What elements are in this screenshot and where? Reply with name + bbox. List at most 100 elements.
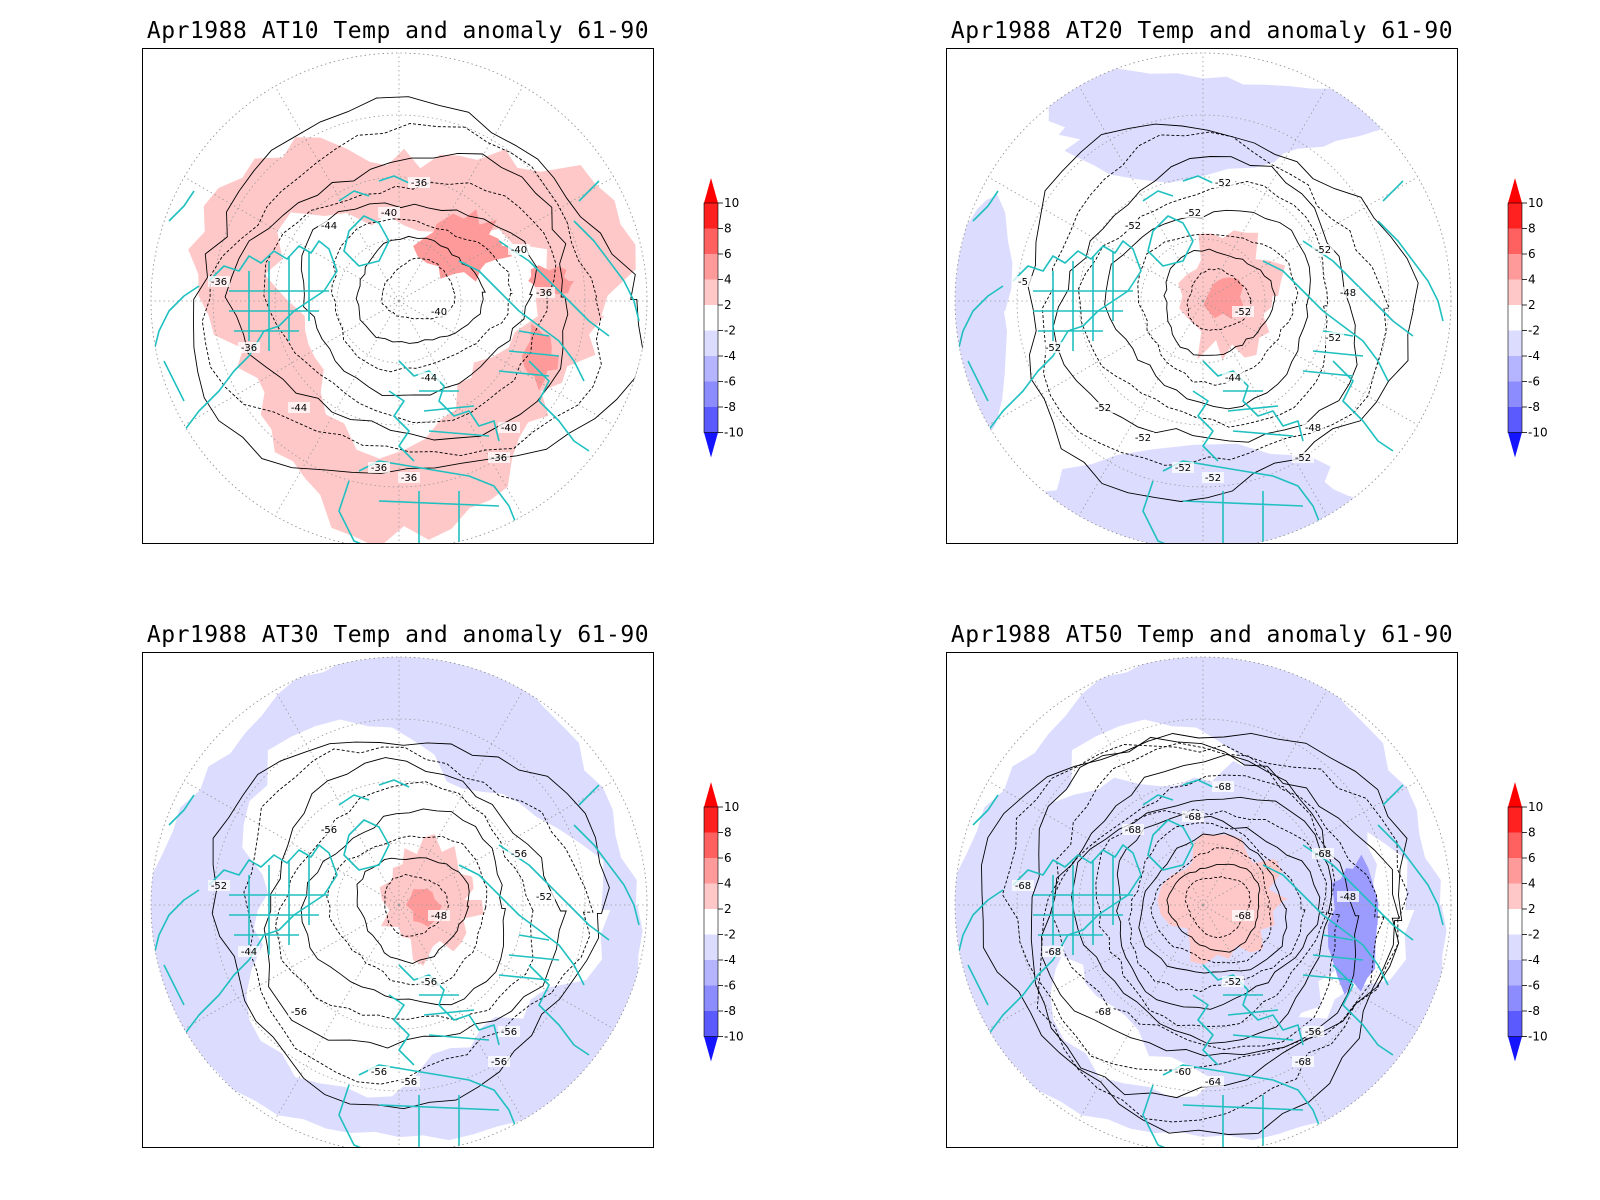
label-bg <box>1042 946 1064 957</box>
label-bg <box>533 891 555 902</box>
contour-label: -68 <box>1095 1007 1111 1018</box>
map-frame: -52 -52 -5 -52 -52 -48 -44 -48 -52 -52 -52 -52 -52 -5… <box>946 48 1458 544</box>
colorbar-outline <box>703 806 719 1037</box>
coastline <box>573 220 640 322</box>
contour-line <box>1002 744 1409 1123</box>
contour-line <box>193 96 644 474</box>
colorbar-segment <box>704 228 718 254</box>
colorbar-legend: 10 8 6 4 2 -2 -4 -6 -8 -10 <box>1507 178 1548 458</box>
contour-labels: -52 -52 -5 -52 -52 -48 -44 -48 -52 -52 -52 -52 -52 -5… <box>1012 177 1359 484</box>
contour-label: -44 <box>1225 373 1241 384</box>
contour-line <box>1138 832 1288 974</box>
meridian-line <box>184 176 400 302</box>
contour-label: -68 <box>1185 812 1201 823</box>
coastlines <box>153 175 640 543</box>
anomaly-region <box>1157 833 1289 965</box>
graticule <box>151 657 647 1147</box>
contour-line <box>1163 248 1276 356</box>
contour-label: -40 <box>511 245 527 256</box>
contour-label: -52 <box>211 881 227 892</box>
colorbar-top-arrow <box>1508 782 1522 807</box>
meridian-line <box>1202 904 1418 1030</box>
coastline <box>1142 175 1214 202</box>
contour-label: -36 <box>211 277 227 288</box>
colorbar-segment <box>704 330 718 356</box>
coastline <box>1147 819 1194 871</box>
label-bg <box>1212 781 1234 792</box>
colorbar-legend: 10 8 6 4 2 -2 -4 -6 -8 -10 <box>703 782 744 1062</box>
colorbar-bottom-arrow <box>1508 1036 1522 1062</box>
colorbar-tick-label: 2 <box>1528 902 1536 916</box>
colorbar-tick-label: 6 <box>724 247 732 261</box>
map-boundary <box>150 52 648 543</box>
contour-line <box>981 732 1408 1135</box>
coastline <box>1142 779 1214 806</box>
colorbar-tick-label: -4 <box>1528 953 1540 967</box>
contour-label: -52 <box>1135 433 1151 444</box>
label-bg <box>368 462 390 473</box>
map-content: -44 -40 -36 -36 -40 -36 -44 -40 -36 -36 -44 -36 -36 -… <box>151 53 647 543</box>
label-bg <box>533 287 555 298</box>
colorbar-segment <box>1508 985 1522 1011</box>
meridian-line <box>398 690 524 906</box>
contour-line <box>1184 876 1252 939</box>
colorbar-top-arrow <box>704 782 718 807</box>
label-bg <box>1312 848 1334 859</box>
contour-label: -48 <box>1305 423 1321 434</box>
graticule <box>955 53 1451 543</box>
coastline <box>153 889 200 956</box>
coastline <box>967 190 999 402</box>
coastline <box>528 360 590 452</box>
contour-label: -52 <box>1235 307 1251 318</box>
label-bg <box>1172 462 1194 473</box>
map-frame: -56 -56 -52 -44 -48 -52 -56 -56 -56 -56 -56 -56 <box>142 652 654 1148</box>
colorbar-segment <box>1508 832 1522 858</box>
colorbar-tick-label: 10 <box>724 196 739 210</box>
anomaly-region <box>955 443 1442 543</box>
label-bg <box>1042 342 1064 353</box>
label-bg <box>418 976 440 987</box>
label-bg <box>1222 976 1244 987</box>
contour-line <box>1186 268 1253 331</box>
panel-at20: Apr1988 AT20 Temp and anomaly 61-90 -52-… <box>946 18 1458 544</box>
contour-line <box>300 808 506 1006</box>
contour-label: -68 <box>1215 782 1231 793</box>
label-bg <box>1012 276 1034 287</box>
colorbar-segment <box>704 832 718 858</box>
label-bg <box>1232 910 1254 921</box>
label-bg <box>1292 452 1314 463</box>
label-bg <box>1092 1006 1114 1017</box>
coastline <box>1302 784 1404 981</box>
map-boundary <box>954 52 1452 543</box>
meridian-line <box>1202 300 1418 426</box>
meridian-line <box>184 780 400 906</box>
latitude-circle <box>1078 176 1328 426</box>
map-boundary <box>954 656 1452 1147</box>
colorbar-segment <box>1508 254 1522 280</box>
label-bg <box>288 1006 310 1017</box>
label-bg <box>1122 220 1144 231</box>
meridian-line <box>398 780 614 906</box>
colorbar-segment <box>1508 305 1522 331</box>
contour-line <box>1038 742 1385 1071</box>
map-boundary <box>150 656 648 1147</box>
colorbar-tick-label: -6 <box>724 979 736 993</box>
colorbar-segment <box>1508 279 1522 305</box>
label-bg <box>418 372 440 383</box>
polar-map: -44 -40 -36 -36 -40 -36 -44 -40 -36 -36 -44 -36 -36 -… <box>150 52 648 543</box>
contour-label: -36 <box>411 178 427 189</box>
coastline <box>343 215 390 267</box>
label-bg <box>1132 432 1154 443</box>
contour-label: -52 <box>1095 403 1111 414</box>
meridian-line <box>398 86 524 302</box>
contour-label: -60 <box>1175 1067 1191 1078</box>
colorbar-tick-label: -2 <box>1528 928 1540 942</box>
label-bg <box>1212 177 1234 188</box>
coastline <box>1033 855 1133 955</box>
colorbar-segment <box>1508 858 1522 884</box>
colorbar-segment <box>704 909 718 935</box>
coastline <box>1332 964 1394 1056</box>
colorbar-tick-label: 10 <box>1528 196 1543 210</box>
contour-label: -36 <box>491 453 507 464</box>
